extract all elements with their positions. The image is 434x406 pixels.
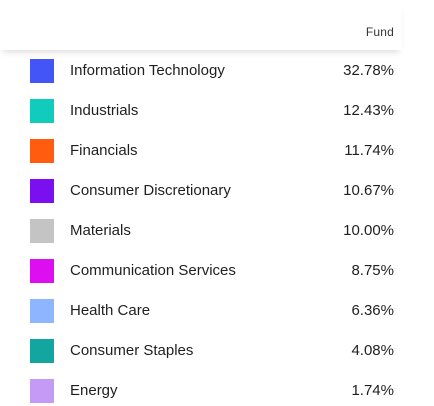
sector-weight: 11.74% (344, 142, 394, 159)
sector-row-industrials: Industrials 12.43% (0, 91, 402, 131)
sector-name: Materials (70, 222, 131, 239)
color-swatch (30, 99, 54, 123)
sector-row-information-technology: Information Technology 32.78% (0, 51, 402, 91)
table-header: Fund (0, 0, 402, 50)
sector-name: Financials (70, 142, 138, 159)
sector-row-materials: Materials 10.00% (0, 211, 402, 251)
color-swatch (30, 179, 54, 203)
sector-weight: 1.74% (351, 382, 394, 399)
sector-weight: 32.78% (343, 62, 394, 79)
sector-name: Consumer Discretionary (70, 182, 231, 199)
sector-name: Communication Services (70, 262, 236, 279)
sector-weight: 4.08% (351, 342, 394, 359)
sector-weight: 12.43% (343, 102, 394, 119)
sector-name: Energy (70, 382, 118, 399)
color-swatch (30, 59, 54, 83)
sector-name: Information Technology (70, 62, 225, 79)
sector-name: Consumer Staples (70, 342, 194, 359)
sector-row-energy: Energy 1.74% (0, 371, 402, 406)
color-swatch (30, 379, 54, 403)
sector-row-consumer-staples: Consumer Staples 4.08% (0, 331, 402, 371)
sector-row-consumer-discretionary: Consumer Discretionary 10.67% (0, 171, 402, 211)
sector-row-financials: Financials 11.74% (0, 131, 402, 171)
color-swatch (30, 259, 54, 283)
sector-weight: 10.00% (343, 222, 394, 239)
color-swatch (30, 299, 54, 323)
sector-list: Information Technology 32.78% Industrial… (0, 51, 402, 406)
fund-column-header: Fund (365, 25, 394, 39)
sector-weight: 6.36% (351, 302, 394, 319)
color-swatch (30, 339, 54, 363)
sector-weight: 10.67% (343, 182, 394, 199)
sector-row-communication-services: Communication Services 8.75% (0, 251, 402, 291)
sector-row-health-care: Health Care 6.36% (0, 291, 402, 331)
sector-name: Health Care (70, 302, 151, 319)
color-swatch (30, 219, 54, 243)
sector-name: Industrials (70, 102, 139, 119)
color-swatch (30, 139, 54, 163)
sector-weight: 8.75% (351, 262, 394, 279)
